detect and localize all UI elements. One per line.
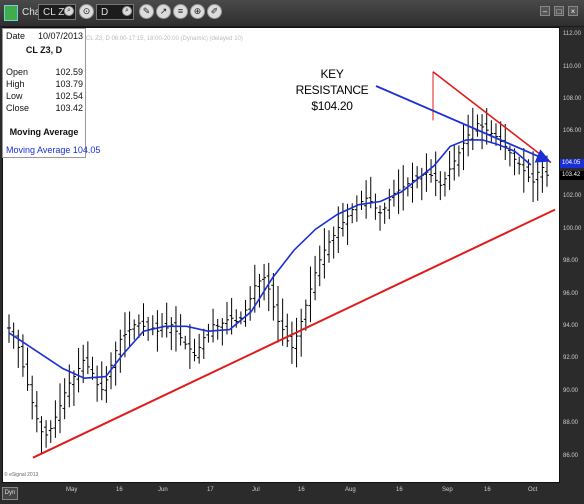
y-tick-label: 98.00	[563, 258, 579, 265]
chart-header-info: CL Z3, D 06:00-17:15, 18:00-20:00 (Dynam…	[86, 36, 243, 42]
link-icon[interactable]: ⊙	[79, 4, 94, 19]
close-label: Close	[6, 103, 30, 113]
x-tick-label: Aug	[345, 487, 356, 493]
close-price-tag: 103.42	[560, 171, 584, 181]
y-tick-label: 88.00	[563, 420, 579, 427]
y-tick-label: 112.00	[563, 31, 581, 38]
y-tick-label: 96.00	[563, 290, 579, 297]
y-tick-label: 100.00	[563, 225, 582, 232]
pin-icon[interactable]: ✐	[207, 4, 222, 19]
chart-toolbar: Chart CL Z3 ⌕ ⊙ D ⌕ ✎ ↗ ≡ ⊕ ✐ – □ ×	[0, 0, 584, 27]
dyn-button[interactable]: Dyn	[2, 487, 18, 500]
open-row: Open 102.59	[5, 67, 83, 78]
x-tick-label: 16	[484, 487, 491, 493]
interval-search-icon[interactable]: ⌕	[122, 6, 132, 16]
y-tick-label: 94.00	[563, 322, 579, 329]
search-icon[interactable]: ⌕	[64, 6, 74, 16]
close-row: Close 103.42	[5, 103, 83, 114]
close-button[interactable]: ×	[568, 6, 578, 16]
close-value: 103.42	[55, 103, 83, 113]
ma-price-tag: 104.05	[560, 159, 584, 168]
high-row: High 103.79	[5, 79, 83, 90]
date-label: Date	[6, 31, 26, 41]
x-tick-label: 16	[396, 487, 403, 493]
y-tick-label: 106.00	[563, 128, 582, 135]
date-value: 10/07/2013	[37, 31, 83, 41]
bar-type-icon[interactable]: ≡	[173, 4, 188, 19]
y-tick-label: 86.00	[563, 452, 579, 459]
annotation-line1: KEY RESISTANCE	[295, 67, 369, 97]
x-tick-label: May	[66, 487, 78, 493]
moving-average-line	[8, 139, 532, 380]
time-axis[interactable]: Dyn May 16 Jun 17 Jul 16 Aug 16 Sep 16 Oct	[0, 483, 584, 504]
high-value: 103.79	[55, 79, 83, 89]
x-tick-label: Sep	[442, 487, 453, 493]
study-title-row: Moving Average	[5, 127, 83, 138]
x-tick-label: Jun	[158, 487, 168, 493]
x-tick-label: 17	[207, 487, 214, 493]
key-resistance-annotation: KEY RESISTANCE $104.20	[287, 66, 377, 114]
low-row: Low 102.54	[5, 91, 83, 102]
open-value: 102.59	[55, 67, 83, 77]
x-tick-label: 16	[298, 487, 305, 493]
resistance-trendline	[432, 71, 552, 164]
y-tick-label: 90.00	[563, 387, 579, 394]
price-chart-svg	[7, 71, 556, 459]
y-tick-label: 92.00	[563, 355, 579, 362]
cursor-icon[interactable]: ↗	[156, 4, 171, 19]
zoom-icon[interactable]: ⊕	[190, 4, 205, 19]
symbol-label: CL Z3, D	[25, 45, 63, 55]
y-tick-label: 110.00	[563, 63, 581, 70]
annotation-line2: $104.20	[311, 99, 353, 113]
price-axis[interactable]: 112.00110.00108.00106.00104.00102.00100.…	[560, 27, 584, 483]
draw-pencil-icon[interactable]: ✎	[139, 4, 154, 19]
price-chart[interactable]	[2, 27, 560, 483]
low-label: Low	[6, 91, 23, 101]
maximize-button[interactable]: □	[554, 6, 564, 16]
copyright-label: © eSignal 2013	[4, 472, 39, 478]
date-row: Date 10/07/2013	[5, 31, 83, 42]
minimize-button[interactable]: –	[540, 6, 550, 16]
y-tick-label: 102.00	[563, 193, 582, 200]
study-value-row: Moving Average 104.05	[5, 145, 100, 156]
symbol-row: CL Z3, D	[5, 45, 83, 56]
x-tick-label: Oct	[528, 487, 538, 493]
window-title: Chart	[22, 7, 47, 18]
high-label: High	[6, 79, 25, 89]
y-tick-label: 108.00	[563, 95, 582, 102]
low-value: 102.54	[55, 91, 83, 101]
x-tick-label: 16	[116, 487, 123, 493]
x-tick-label: Jul	[252, 487, 260, 493]
resistance-arrow	[375, 85, 551, 163]
chart-app-icon	[4, 5, 18, 21]
study-title: Moving Average	[9, 127, 79, 137]
open-label: Open	[6, 67, 29, 77]
support-trendline	[32, 208, 556, 459]
study-value: Moving Average 104.05	[6, 145, 101, 155]
ohlc-bars	[7, 107, 549, 454]
data-window: Date 10/07/2013 CL Z3, D Open 102.59 Hig…	[2, 28, 100, 158]
